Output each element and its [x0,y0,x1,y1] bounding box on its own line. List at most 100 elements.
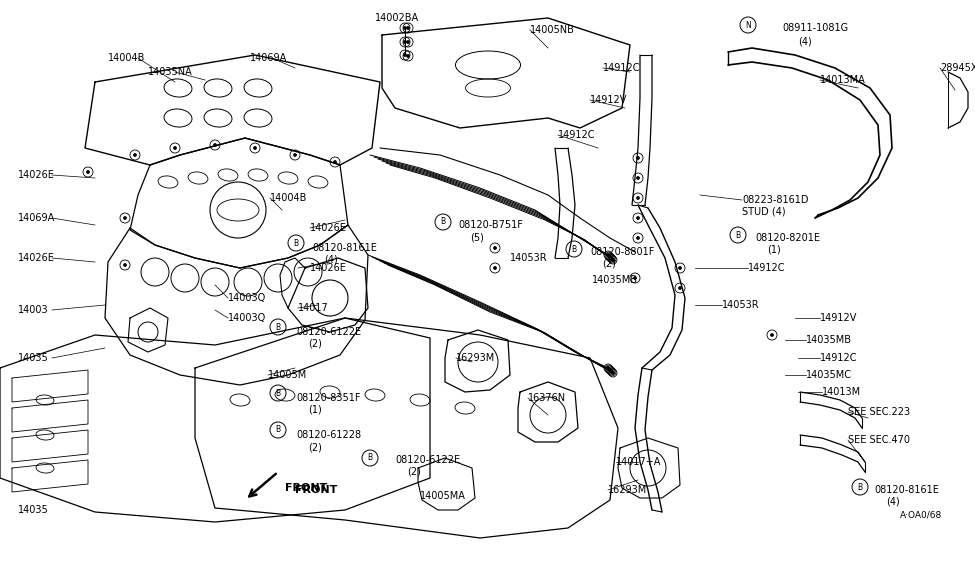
Text: B: B [571,245,576,254]
Text: 14026E: 14026E [310,223,347,233]
Text: A·OA0/68: A·OA0/68 [900,511,942,520]
Text: (1): (1) [308,405,322,415]
Text: (1): (1) [767,245,781,255]
Circle shape [293,153,296,157]
Circle shape [607,255,610,258]
Text: (2): (2) [308,339,322,349]
Text: 08120-8201E: 08120-8201E [755,233,820,243]
Text: 14004B: 14004B [108,53,145,63]
Circle shape [404,54,407,57]
Circle shape [637,237,640,239]
Text: N: N [745,20,751,29]
Circle shape [611,259,614,261]
Text: FRONT: FRONT [295,485,337,495]
Text: B: B [368,453,372,462]
Circle shape [407,54,410,58]
Text: B: B [735,230,741,239]
Circle shape [637,157,640,160]
Circle shape [254,147,256,149]
Text: 14003Q: 14003Q [228,293,266,303]
Text: 14053R: 14053R [510,253,548,263]
Circle shape [606,367,609,370]
Text: 14053R: 14053R [722,300,760,310]
Circle shape [637,217,640,220]
Circle shape [679,286,682,289]
Text: 16376N: 16376N [528,393,566,403]
Text: 14912C: 14912C [558,130,596,140]
Text: SEE SEC.470: SEE SEC.470 [848,435,910,445]
Text: 14026E: 14026E [18,170,55,180]
Text: 14069A: 14069A [18,213,56,223]
Circle shape [611,371,614,375]
Circle shape [608,255,611,259]
Text: B: B [275,323,281,332]
Text: 08223-8161D: 08223-8161D [742,195,808,205]
Text: 14035MB: 14035MB [806,335,852,345]
Circle shape [637,177,640,179]
Text: 14912V: 14912V [590,95,627,105]
Circle shape [407,41,410,44]
Text: (4): (4) [798,37,812,47]
Text: 14004B: 14004B [270,193,307,203]
Text: B: B [275,388,281,397]
Circle shape [770,333,773,337]
Text: 14912V: 14912V [820,313,857,323]
Text: 08120-8801F: 08120-8801F [590,247,654,257]
Circle shape [214,144,216,147]
Text: 14035: 14035 [18,353,49,363]
Text: (2): (2) [308,442,322,452]
Text: 14912C: 14912C [748,263,786,273]
Text: 08120-61228: 08120-61228 [296,430,361,440]
Circle shape [679,267,682,269]
Circle shape [607,367,610,371]
Circle shape [609,256,612,259]
Text: 14912C: 14912C [603,63,641,73]
Text: 14035: 14035 [18,505,49,515]
Circle shape [87,170,90,174]
Circle shape [610,371,613,374]
Circle shape [610,258,613,260]
Text: 08120-8161E: 08120-8161E [312,243,377,253]
Circle shape [333,161,336,164]
Text: 14013MA: 14013MA [820,75,866,85]
Circle shape [174,147,176,149]
Text: 14005M: 14005M [268,370,307,380]
Text: (2): (2) [407,467,421,477]
Text: 14013M: 14013M [822,387,861,397]
Text: 14017+A: 14017+A [616,457,661,467]
Circle shape [493,247,496,250]
Circle shape [634,277,637,280]
Text: 14017: 14017 [298,303,329,313]
Text: 08120-8351F: 08120-8351F [296,393,361,403]
Text: 16293M: 16293M [456,353,495,363]
Text: SEE SEC.223: SEE SEC.223 [848,407,910,417]
Text: 16293M: 16293M [608,485,647,495]
Circle shape [493,267,496,269]
Text: 14003Q: 14003Q [228,313,266,323]
Text: B: B [857,482,863,491]
Text: FRONT: FRONT [285,483,328,493]
Circle shape [608,368,611,371]
Circle shape [637,196,640,199]
Text: 14005MA: 14005MA [420,491,466,501]
Text: B: B [293,238,298,247]
Circle shape [134,153,137,157]
Text: 14069A: 14069A [250,53,288,63]
Circle shape [404,41,407,44]
Text: (2): (2) [602,259,616,269]
Text: 08120-6122E: 08120-6122E [395,455,460,465]
Text: 14026E: 14026E [310,263,347,273]
Text: 14912C: 14912C [820,353,857,363]
Text: B: B [441,217,446,226]
Text: (5): (5) [470,232,484,242]
Text: (4): (4) [886,497,900,507]
Text: 14035MB: 14035MB [592,275,638,285]
Text: STUD (4): STUD (4) [742,207,786,217]
Text: 08120-8161E: 08120-8161E [874,485,939,495]
Text: 08120-6122E: 08120-6122E [296,327,361,337]
Text: 14035NA: 14035NA [148,67,193,77]
Text: 14026E: 14026E [18,253,55,263]
Text: (4): (4) [324,255,337,265]
Text: 28945X: 28945X [940,63,975,73]
Text: 14005NB: 14005NB [530,25,575,35]
